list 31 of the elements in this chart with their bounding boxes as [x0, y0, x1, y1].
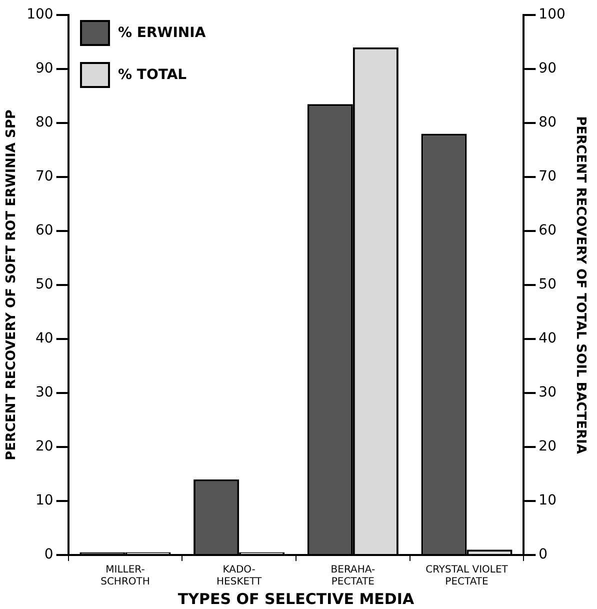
y-tick-label: 100	[26, 6, 54, 23]
y2-tick-label: 50	[538, 276, 557, 293]
y2-tick-label: 0	[538, 546, 548, 563]
y2-tick-label: 90	[538, 60, 557, 77]
y-tick-label: 10	[35, 492, 54, 509]
y-tick-label: 80	[35, 114, 54, 131]
x-tick-label: BERAHA- PECTATE	[330, 564, 376, 588]
y-tick-label: 90	[35, 60, 54, 77]
y2-tick-label: 40	[538, 330, 557, 347]
y-axis-title: PERCENT RECOVERY OF SOFT ROT ERWINIA SPP	[4, 110, 20, 460]
y2-tick-label: 60	[538, 222, 557, 239]
y2-tick-label: 80	[538, 114, 557, 131]
y2-axis-title: PERCENT RECOVERY OF TOTAL SOIL BACTERIA	[572, 116, 588, 454]
y2-tick-label: 20	[538, 438, 557, 455]
x-axis-title: TYPES OF SELECTIVE MEDIA	[178, 590, 414, 608]
legend-label: % TOTAL	[118, 67, 187, 83]
y-tick-label: 30	[35, 384, 54, 401]
x-tick-label: MILLER- SCHROTH	[100, 564, 150, 588]
x-tick-label: KADO- HESKETT	[216, 564, 263, 588]
legend-label: % ERWINIA	[118, 25, 206, 41]
x-tick-label: CRYSTAL VIOLET PECTATE	[426, 564, 509, 588]
y-tick-label: 60	[35, 222, 54, 239]
y-tick-label: 20	[35, 438, 54, 455]
y2-tick-label: 100	[538, 6, 566, 23]
y-tick-label: 70	[35, 168, 54, 185]
y-tick-label: 50	[35, 276, 54, 293]
y2-tick-label: 10	[538, 492, 557, 509]
y-tick-label: 40	[35, 330, 54, 347]
y-tick-label: 0	[44, 546, 54, 563]
y2-tick-label: 30	[538, 384, 557, 401]
y2-tick-label: 70	[538, 168, 557, 185]
